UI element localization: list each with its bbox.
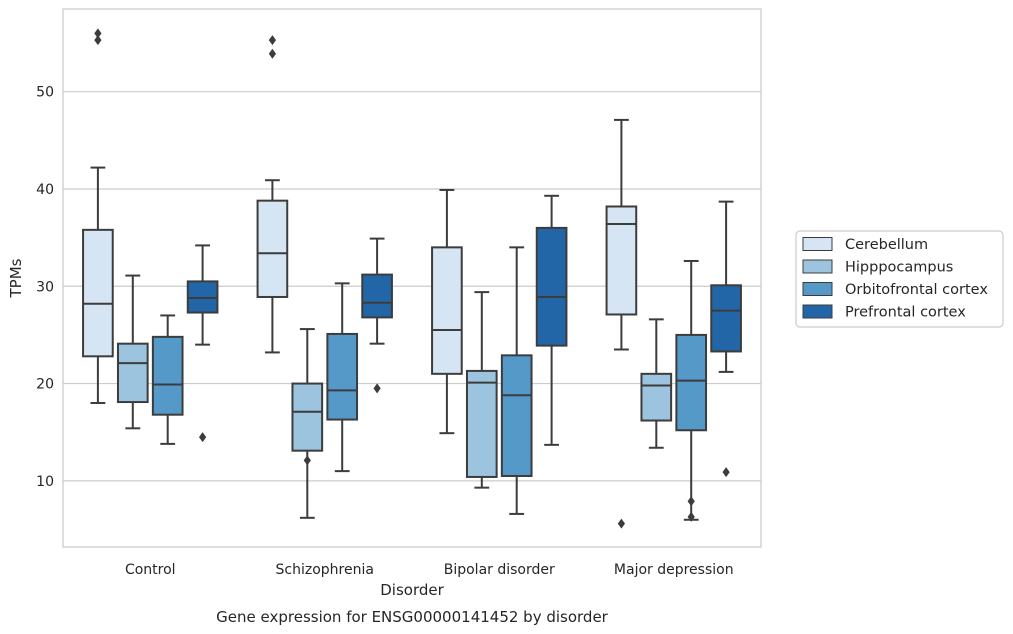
box	[256, 35, 289, 354]
legend-swatch	[802, 237, 833, 251]
box	[291, 328, 324, 519]
box-body	[291, 382, 324, 452]
box-body	[605, 205, 638, 316]
chart-title: Gene expression for ENSG00000141452 by d…	[216, 608, 609, 626]
legend-swatch	[802, 259, 833, 274]
box	[675, 259, 708, 522]
y-tick-label: 10	[36, 474, 54, 490]
legend-label: Prefrontal cortex	[845, 305, 966, 321]
box	[116, 274, 149, 430]
outlier-marker	[94, 35, 102, 46]
legend-label: Orbitofrontal cortex	[845, 282, 988, 298]
outlier-marker	[268, 35, 276, 46]
box-body	[82, 228, 114, 358]
outlier-marker	[94, 28, 102, 39]
x-tick-label: Bipolar disorder	[444, 562, 555, 578]
y-tick-label: 20	[36, 377, 54, 393]
legend-frame	[795, 230, 1004, 328]
y-tick-label: 50	[36, 85, 54, 101]
box-body	[500, 354, 533, 477]
box-body	[361, 273, 393, 319]
legend-label: Hipppocampus	[845, 260, 953, 276]
x-tick-label: Major depression	[614, 562, 734, 578]
y-tick-labels: 10 20 30 40 50	[36, 85, 54, 490]
box-body	[640, 372, 673, 422]
box	[186, 244, 219, 443]
y-tick-label: 40	[36, 182, 54, 198]
outlier-marker	[199, 432, 207, 443]
box	[361, 237, 393, 394]
outlier-marker	[617, 518, 625, 529]
box-body	[326, 332, 359, 421]
box	[640, 318, 673, 449]
outlier-marker	[268, 48, 276, 59]
box	[431, 188, 463, 435]
outlier-marker	[687, 511, 695, 522]
box	[326, 282, 359, 473]
outlier-marker	[373, 383, 381, 394]
box	[500, 246, 533, 515]
legend-swatch	[802, 304, 833, 319]
boxes	[82, 28, 742, 529]
y-axis-label: TPMs	[7, 258, 25, 298]
legend-swatch	[802, 282, 833, 296]
outlier-marker	[722, 467, 730, 478]
outlier-marker	[687, 496, 695, 507]
box-body	[535, 226, 568, 347]
plot-frame	[62, 8, 762, 548]
box-body	[675, 333, 708, 432]
outlier-marker	[303, 455, 311, 466]
box-body	[256, 199, 289, 298]
box	[605, 118, 638, 529]
x-tick-labels: Control Schizophrenia Bipolar disorder Majo…	[125, 562, 734, 578]
box-body	[151, 335, 184, 416]
box	[82, 28, 114, 405]
box-body	[465, 369, 498, 478]
box	[151, 314, 184, 445]
x-axis-label: Disorder	[380, 581, 444, 599]
box	[535, 194, 568, 446]
legend-label: Cerebellum	[845, 237, 928, 253]
box	[465, 291, 498, 489]
box-body	[710, 284, 742, 353]
box	[710, 200, 742, 478]
box-body	[431, 246, 463, 375]
box-body	[116, 342, 149, 404]
x-tick-label: Schizophrenia	[276, 562, 374, 578]
x-tick-label: Control	[125, 562, 176, 578]
legend: Cerebellum Hipppocampus Orbitofrontal cort…	[795, 230, 1004, 328]
y-tick-label: 30	[36, 279, 54, 295]
